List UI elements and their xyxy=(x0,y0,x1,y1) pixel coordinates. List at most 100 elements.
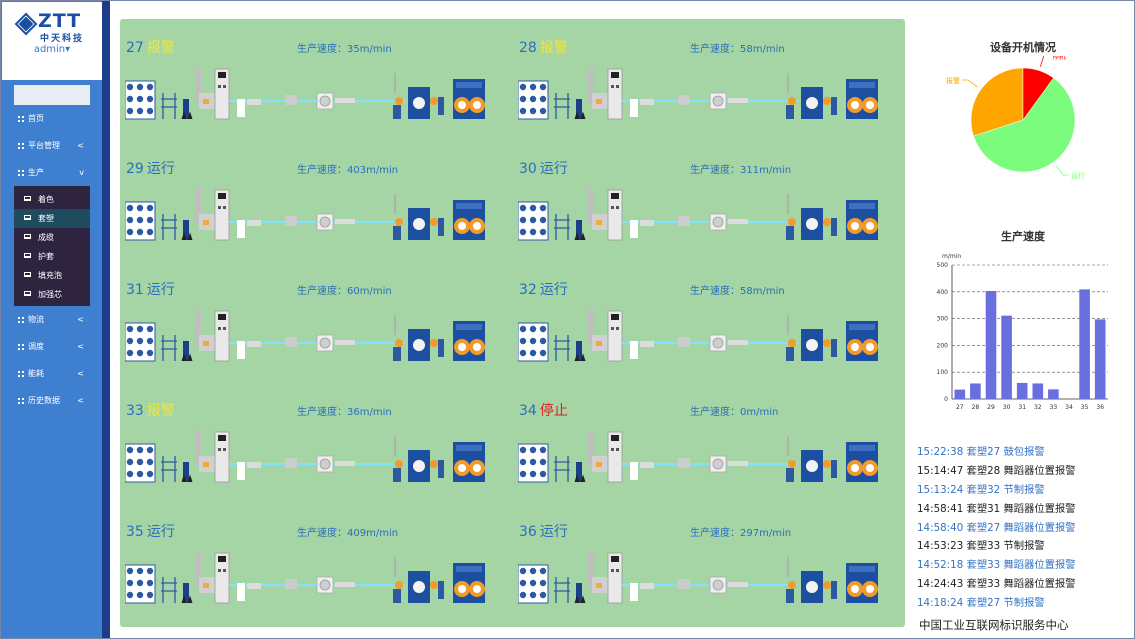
bobbin-icon xyxy=(539,567,547,575)
bobbin-icon xyxy=(519,83,527,91)
guide-wheel xyxy=(788,460,796,468)
line-speed: 生产速度：35m/min xyxy=(297,44,392,55)
production-line-card[interactable]: 33 报警 生产速度：36m/min xyxy=(120,382,500,500)
cabinet-screen xyxy=(218,435,226,441)
production-line-diagram xyxy=(518,430,878,483)
line-speed: 生产速度：297m/min xyxy=(690,528,792,539)
cabinet-button xyxy=(616,85,619,88)
production-line-card[interactable]: 34 停止 生产速度：0m/min xyxy=(513,382,893,500)
line-status: 运行 xyxy=(539,524,568,540)
takeup-reel-hub xyxy=(473,222,481,230)
nav-search-bar xyxy=(14,85,90,105)
production-line-card[interactable]: 36 运行 生产速度：297m/min xyxy=(513,503,893,621)
line-status: 报警 xyxy=(539,40,568,56)
extruder-light xyxy=(596,462,602,467)
user-menu[interactable]: admin▾ xyxy=(2,44,102,55)
production-line-card[interactable]: 29 运行 生产速度：403m/min xyxy=(120,140,500,258)
line-equipment-graphic xyxy=(518,188,878,241)
guide-wheel xyxy=(430,97,438,105)
takeup-reel-hub xyxy=(851,585,859,593)
nav-item-history[interactable]: 历史数据 < xyxy=(14,387,90,414)
trough-segment xyxy=(247,583,261,589)
grid-icon xyxy=(18,344,24,350)
production-line-card[interactable]: 28 报警 生产速度：58m/min xyxy=(513,19,893,137)
line-number: 27 xyxy=(126,40,144,56)
line-speed: 生产速度：58m/min xyxy=(690,286,785,297)
guide-wheel xyxy=(788,581,796,589)
sub-item-tube[interactable]: 套塑 xyxy=(14,209,90,228)
nav-item-home[interactable]: 首页 xyxy=(14,105,90,132)
extruder-light xyxy=(203,583,209,588)
guide-stand xyxy=(438,218,444,236)
bar xyxy=(954,389,966,399)
cabinet-button xyxy=(218,448,221,451)
bobbin-icon xyxy=(539,446,547,454)
hopper-icon xyxy=(588,67,594,103)
nav-item-logistics[interactable]: 物流 < xyxy=(14,306,90,333)
alarm-event-item: 15:14:47 套塑28 舞蹈器位置报警 xyxy=(917,464,1076,477)
line-title: 31 运行 xyxy=(126,279,175,299)
tank-icon xyxy=(183,462,189,482)
production-line-card[interactable]: 32 运行 生产速度：58m/min xyxy=(513,261,893,379)
trough-segment xyxy=(640,583,654,589)
takeup-reel-hub xyxy=(458,101,466,109)
takeup-reel-hub xyxy=(473,585,481,593)
cooling-box xyxy=(285,95,297,105)
production-line-card[interactable]: 35 运行 生产速度：409m/min xyxy=(120,503,500,621)
sub-item-strength-core[interactable]: 加强芯 xyxy=(14,285,90,304)
x-tick-label: 27 xyxy=(956,404,964,411)
takeup-panel xyxy=(456,324,482,330)
nav-item-production[interactable]: 生产 v xyxy=(14,159,90,186)
trough-segment xyxy=(728,340,748,345)
bobbin-icon xyxy=(519,95,527,103)
guide-stand xyxy=(786,347,794,361)
guide-stand xyxy=(831,581,837,599)
tank-icon xyxy=(576,99,582,119)
guide-wheel xyxy=(395,218,403,226)
guide-stand xyxy=(831,339,837,357)
trough-stand xyxy=(237,99,245,117)
x-tick-label: 29 xyxy=(987,404,995,411)
bobbin-icon xyxy=(136,591,144,599)
production-line-diagram xyxy=(125,67,485,120)
nav-item-dispatch[interactable]: 调度 < xyxy=(14,333,90,360)
trough-segment xyxy=(335,582,355,587)
production-line-card[interactable]: 27 报警 生产速度：35m/min xyxy=(120,19,500,137)
nav-label: 生产 xyxy=(28,168,44,177)
nav-label: 能耗 xyxy=(28,369,44,378)
guide-stand xyxy=(786,105,794,119)
sub-item-cabling[interactable]: 成缆 xyxy=(14,228,90,247)
alarm-event-item: 14:58:40 套塑27 舞蹈器位置报警 xyxy=(917,521,1076,534)
cooling-box xyxy=(285,458,297,468)
x-tick-label: 35 xyxy=(1081,404,1089,411)
bobbin-icon xyxy=(539,228,547,236)
grid-icon xyxy=(18,371,24,377)
line-number: 30 xyxy=(519,161,537,177)
nav-item-platform[interactable]: 平台管理 < xyxy=(14,132,90,159)
sub-item-coloring[interactable]: 着色 xyxy=(14,190,90,209)
pie-label-line xyxy=(1039,56,1045,67)
stand-frame xyxy=(554,93,570,119)
sub-label: 套塑 xyxy=(38,214,54,223)
production-line-card[interactable]: 31 运行 生产速度：60m/min xyxy=(120,261,500,379)
dancer-wheel xyxy=(413,97,425,109)
guide-stand xyxy=(831,97,837,115)
cabinet-button xyxy=(218,85,221,88)
sub-item-sheath[interactable]: 护套 xyxy=(14,247,90,266)
dancer-wheel xyxy=(413,581,425,593)
line-equipment-graphic xyxy=(125,309,485,362)
bobbin-icon xyxy=(126,216,134,224)
production-line-card[interactable]: 30 运行 生产速度：311m/min xyxy=(513,140,893,258)
dancer-wheel xyxy=(413,460,425,472)
sub-label: 加强芯 xyxy=(38,290,62,299)
sub-item-filling[interactable]: 填充泡 xyxy=(14,266,90,285)
dancer-wheel xyxy=(806,460,818,472)
logo-box: ZTT 中天科技 admin▾ xyxy=(2,2,102,80)
nav-item-energy[interactable]: 能耗 < xyxy=(14,360,90,387)
sub-label: 填充泡 xyxy=(38,271,62,280)
capstan-wheel xyxy=(319,458,331,470)
y-tick-label: 500 xyxy=(937,262,949,269)
capstan-wheel xyxy=(712,337,724,349)
stand-frame xyxy=(554,214,570,240)
